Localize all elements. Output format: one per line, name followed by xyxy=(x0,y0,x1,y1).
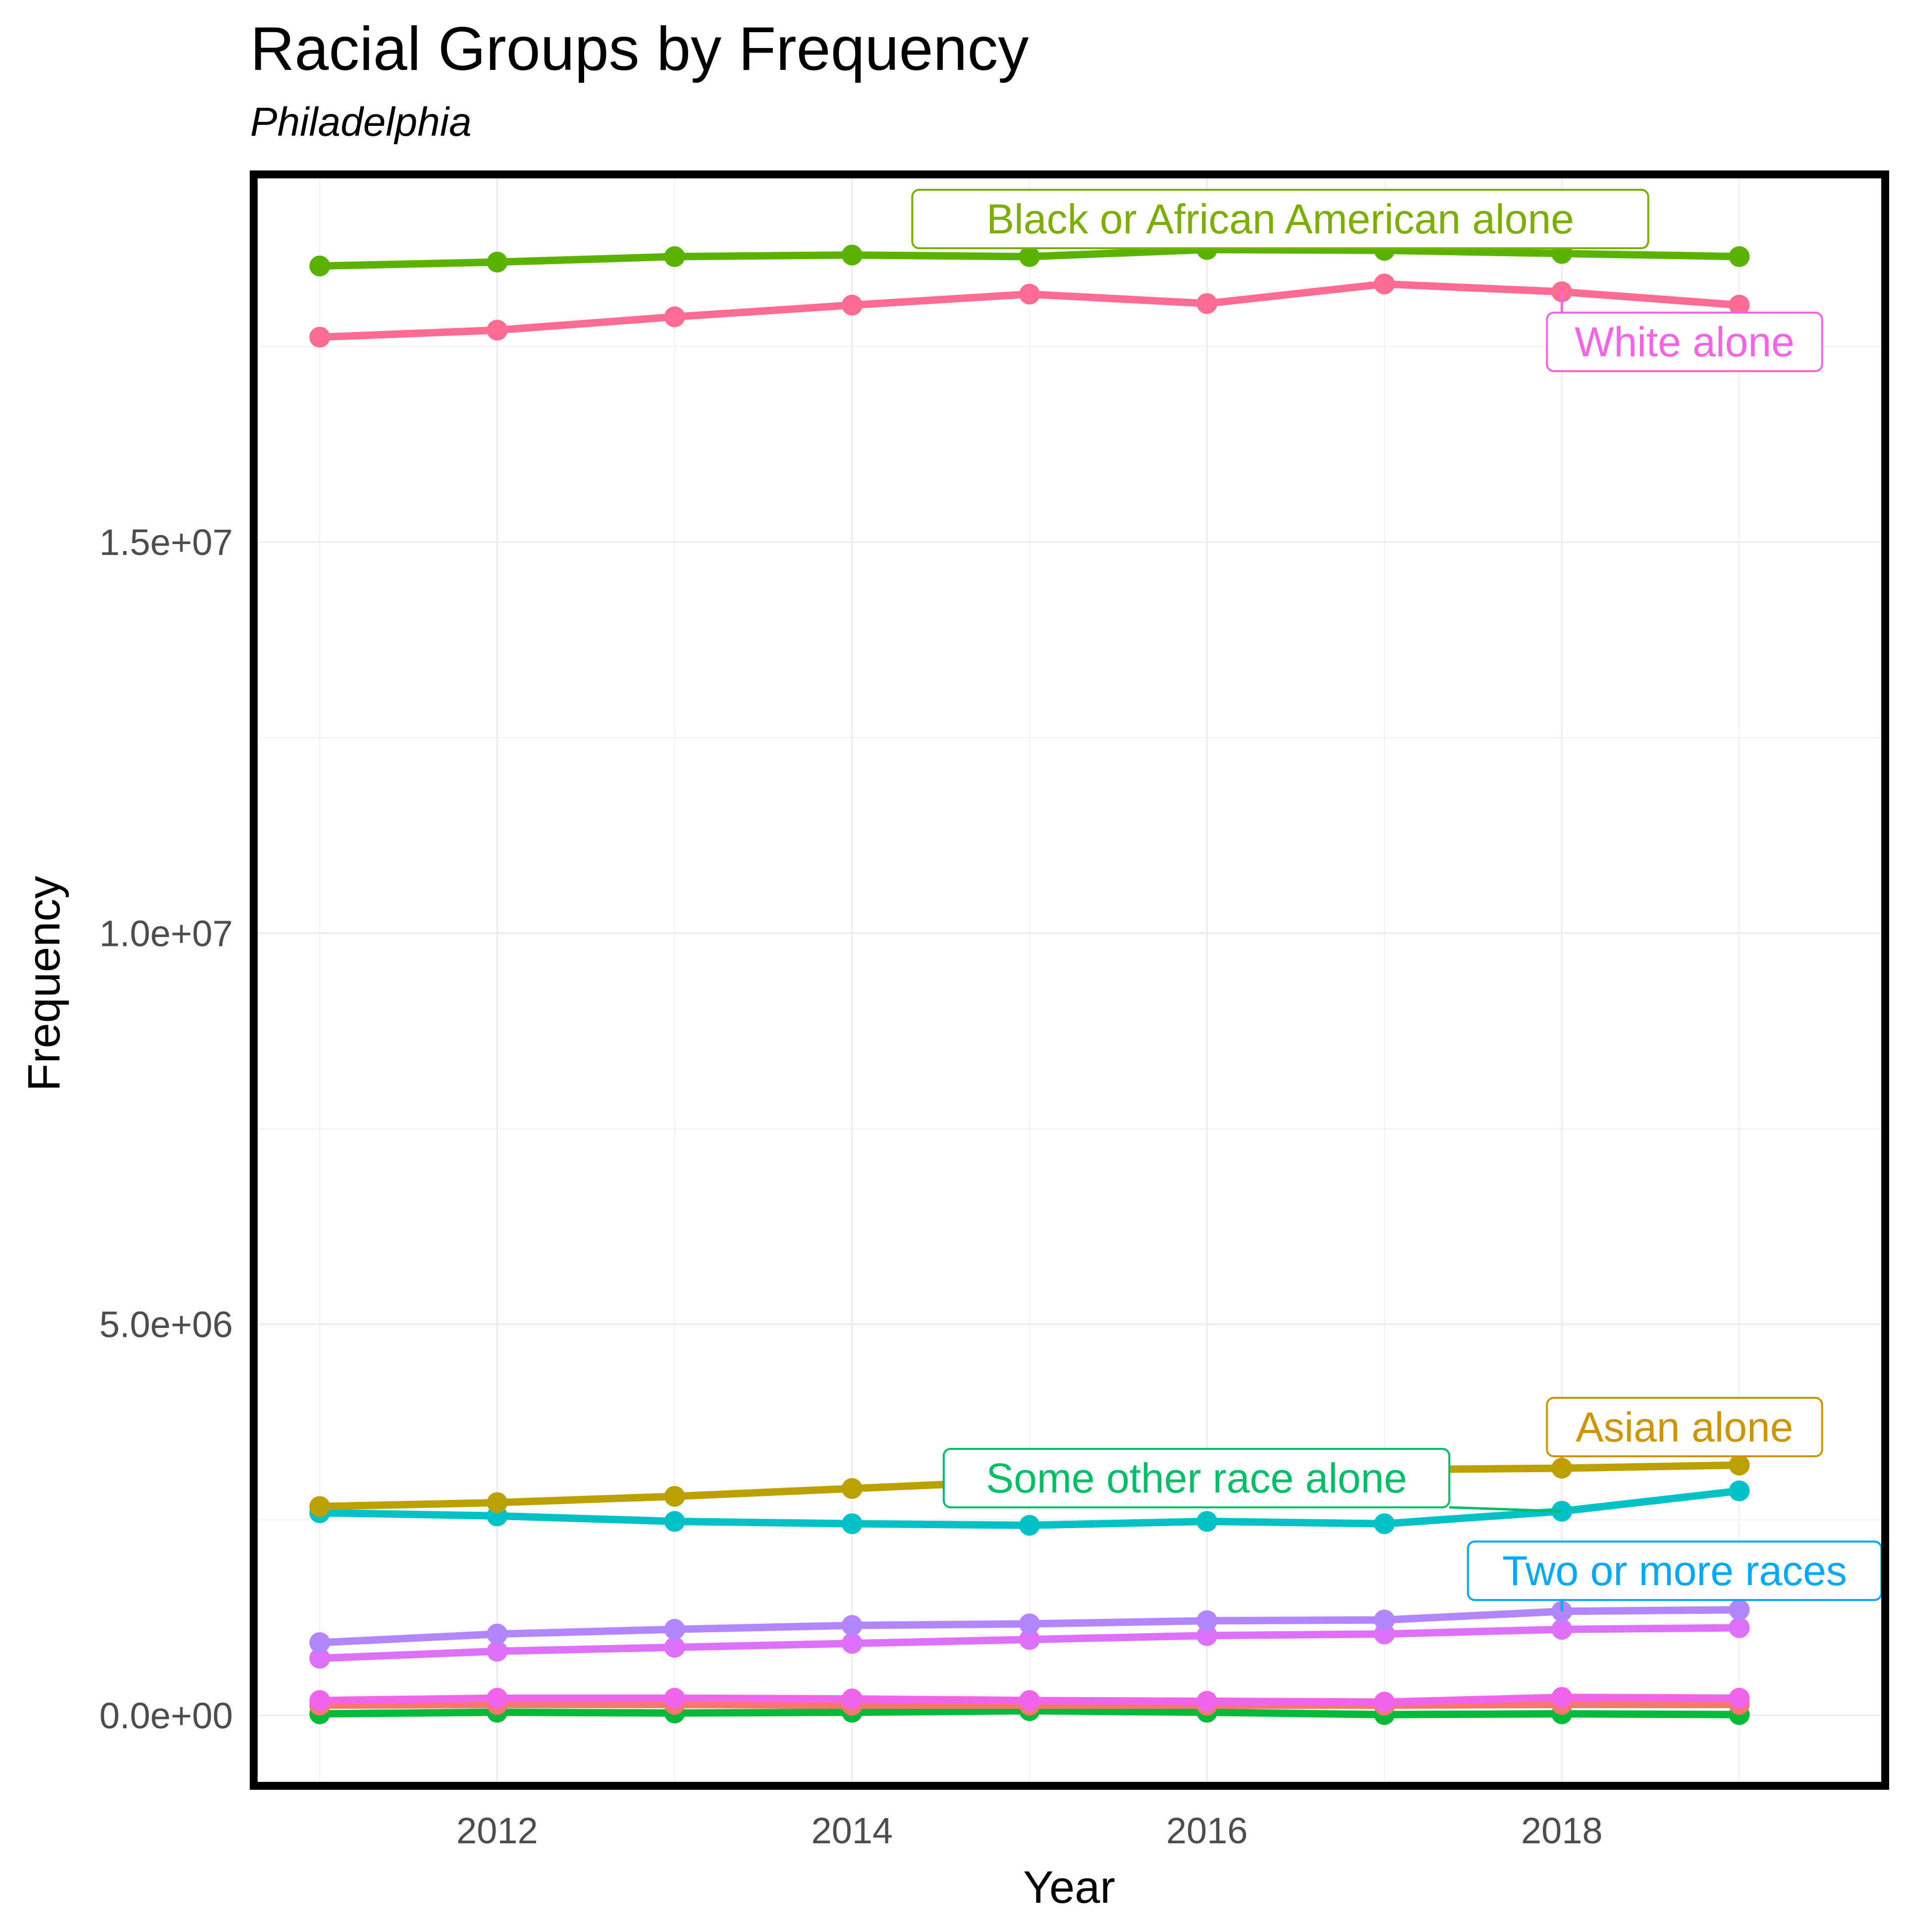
x-tick-label: 2014 xyxy=(811,1810,893,1851)
data-point xyxy=(1019,1690,1040,1711)
data-point xyxy=(1551,1687,1573,1708)
data-point xyxy=(664,1511,685,1532)
data-point xyxy=(1019,1629,1040,1650)
data-point xyxy=(309,255,330,276)
y-axis-title: Frequency xyxy=(19,876,69,1092)
series-label-box xyxy=(911,189,1649,249)
data-point xyxy=(841,1688,863,1710)
data-point xyxy=(1374,1691,1395,1712)
data-point xyxy=(664,1688,685,1709)
data-point xyxy=(309,1496,330,1517)
series-label: Black or African American alone xyxy=(986,196,1574,242)
data-point xyxy=(841,1513,863,1535)
series-label: Two or more races xyxy=(1502,1547,1847,1594)
data-point xyxy=(309,1648,330,1669)
data-point xyxy=(664,306,685,328)
data-point xyxy=(1019,246,1040,267)
data-point xyxy=(487,1623,508,1645)
data-point xyxy=(1197,1625,1218,1646)
data-point xyxy=(841,1478,863,1499)
data-point xyxy=(1197,1511,1218,1532)
x-tick-label: 2012 xyxy=(456,1810,538,1851)
data-point xyxy=(487,1688,508,1709)
data-point xyxy=(1019,1515,1040,1536)
data-point xyxy=(664,1637,685,1658)
data-point xyxy=(487,320,508,341)
data-point xyxy=(1197,1691,1218,1712)
data-point xyxy=(841,1615,863,1636)
data-point xyxy=(1374,1609,1395,1631)
data-point xyxy=(487,1492,508,1513)
chart-title: Racial Groups by Frequency xyxy=(250,15,1029,83)
series-label: Asian alone xyxy=(1576,1404,1794,1450)
x-axis-title: Year xyxy=(1023,1862,1115,1913)
data-point xyxy=(1374,1513,1395,1535)
data-point xyxy=(841,1633,863,1654)
data-point xyxy=(1729,1688,1750,1709)
series-label: White alone xyxy=(1575,319,1795,365)
data-point xyxy=(1019,283,1040,305)
series-label-box xyxy=(942,1448,1451,1508)
data-point xyxy=(1729,1599,1750,1620)
data-point xyxy=(664,246,685,267)
series-label-box xyxy=(1546,312,1823,372)
data-point xyxy=(309,1690,330,1711)
y-tick-label: 1.0e+07 xyxy=(99,913,233,954)
series-label-box xyxy=(1546,1397,1823,1457)
data-point xyxy=(1197,1610,1218,1631)
data-point xyxy=(1729,246,1750,267)
data-point xyxy=(841,244,863,266)
label-connector xyxy=(1449,1506,1562,1513)
data-point xyxy=(1551,1619,1573,1640)
plot-border xyxy=(250,170,1889,1790)
data-point xyxy=(487,251,508,273)
data-point xyxy=(1729,294,1750,316)
series-label: Some other race alone xyxy=(986,1455,1407,1501)
y-tick-label: 1.5e+07 xyxy=(99,522,233,563)
data-point xyxy=(1729,1454,1750,1476)
data-point xyxy=(1729,1480,1750,1501)
y-tick-label: 5.0e+06 xyxy=(99,1304,233,1345)
data-point xyxy=(487,1641,508,1662)
data-point xyxy=(1197,293,1218,314)
data-point xyxy=(1729,1617,1750,1639)
data-point xyxy=(1374,274,1395,295)
x-tick-label: 2018 xyxy=(1521,1810,1603,1851)
data-point xyxy=(1019,1613,1040,1635)
data-point xyxy=(309,327,330,348)
data-point xyxy=(664,1486,685,1507)
x-tick-label: 2016 xyxy=(1166,1810,1248,1851)
y-tick-label: 0.0e+00 xyxy=(99,1695,233,1736)
data-point xyxy=(664,1619,685,1640)
chart-subtitle: Philadelphia xyxy=(250,100,472,145)
data-point xyxy=(309,1632,330,1654)
data-point xyxy=(841,294,863,316)
